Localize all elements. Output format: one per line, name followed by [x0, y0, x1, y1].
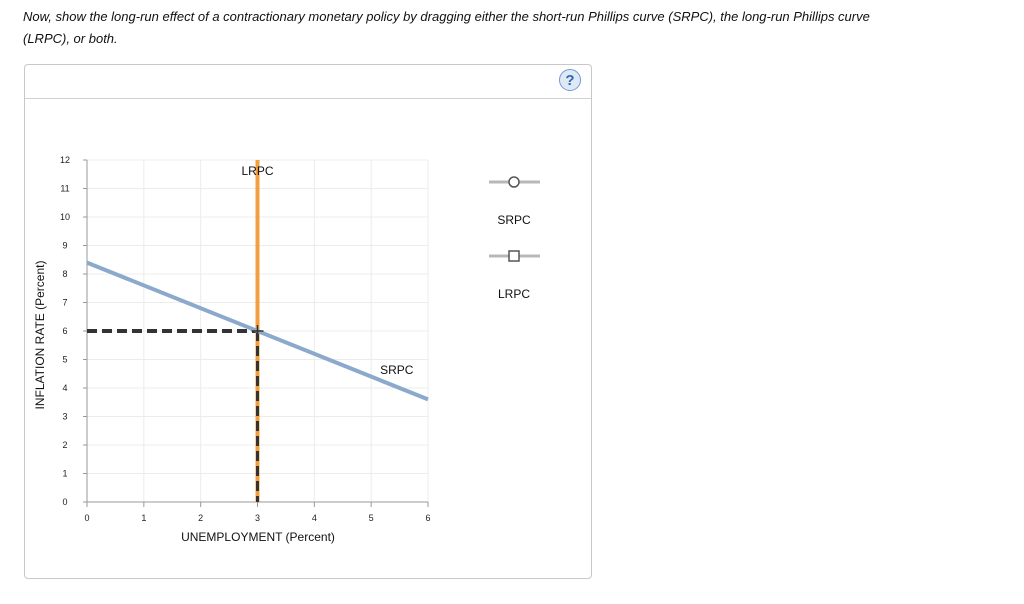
x-tick-label: 2	[198, 513, 203, 523]
y-tick-label: 2	[62, 440, 67, 450]
tool-palette: SRPC LRPC	[489, 176, 540, 301]
x-tick-label: 5	[369, 513, 374, 523]
y-tick-label: 11	[60, 184, 69, 194]
srpc-tool-label: SRPC	[497, 213, 531, 227]
x-tick-label: 4	[312, 513, 317, 523]
y-tick-label: 4	[62, 383, 67, 393]
question-mark-icon: ?	[565, 71, 575, 89]
series[interactable]: LRPC SRPC	[86, 160, 429, 502]
lrpc-tool-label: LRPC	[498, 287, 530, 301]
y-tick-label: 7	[62, 298, 67, 308]
graph-panel: ?	[24, 64, 592, 579]
y-tick-label: 6	[62, 326, 67, 336]
y-tick-label: 1	[62, 469, 67, 479]
square-marker-icon	[508, 250, 520, 262]
instructions-line-2: (LRPC), or both.	[23, 31, 118, 46]
instructions-line-1: Now, show the long-run effect of a contr…	[23, 9, 870, 24]
y-tick-label: 9	[62, 241, 67, 251]
x-tick-label: 3	[255, 513, 260, 523]
y-tick-label: 5	[62, 355, 67, 365]
y-tick-label: 3	[62, 412, 67, 422]
help-button[interactable]: ?	[559, 69, 581, 91]
x-tick-label: 0	[84, 513, 89, 523]
x-tick-label: 6	[425, 513, 430, 523]
y-tick-label: 0	[62, 497, 67, 507]
lrpc-curve-label: LRPC	[241, 164, 273, 178]
instructions: Now, show the long-run effect of a contr…	[23, 6, 1003, 50]
y-tick-label: 8	[62, 269, 67, 279]
lrpc-tool[interactable]: LRPC	[489, 250, 540, 301]
srpc-tool[interactable]: SRPC	[489, 176, 540, 227]
y-axis-label: INFLATION RATE (Percent)	[33, 261, 47, 410]
x-tick-label: 1	[141, 513, 146, 523]
panel-header: ?	[25, 65, 591, 99]
srpc-curve-label: SRPC	[380, 363, 414, 377]
circle-marker-icon	[508, 176, 520, 188]
y-tick-label: 12	[60, 155, 70, 165]
x-axis-label: UNEMPLOYMENT (Percent)	[181, 530, 335, 544]
y-tick-label: 10	[60, 212, 70, 222]
